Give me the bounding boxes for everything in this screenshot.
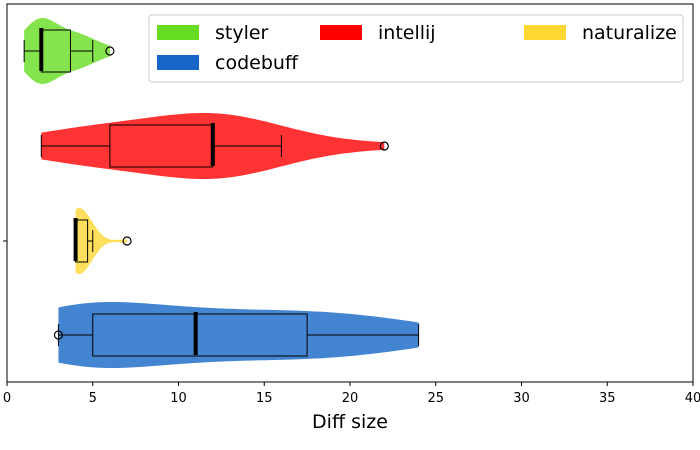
legend-swatch-codebuff [157, 55, 199, 70]
boxplot-layer [23, 28, 420, 357]
x-tick-label-15: 15 [256, 391, 273, 406]
outlier-naturalize-0 [122, 236, 132, 246]
mean-marker-naturalize [73, 218, 78, 222]
x-tick-label-30: 30 [513, 391, 530, 406]
x-tick-label-5: 5 [89, 391, 97, 406]
violin-codebuff [58, 302, 419, 368]
violin-naturalize [75, 208, 128, 274]
mean-marker-codebuff [193, 312, 198, 316]
legend: styler intellij naturalize codebuff [148, 14, 684, 83]
x-axis-label: Diff size [312, 411, 388, 433]
x-tick-label-40: 40 [685, 391, 700, 406]
mean-marker-styler [39, 28, 44, 32]
box-codebuff [92, 313, 308, 357]
legend-label-naturalize: naturalize [582, 22, 677, 44]
legend-label-codebuff: codebuff [215, 52, 299, 74]
violin-styler [24, 18, 110, 84]
x-tick-label-35: 35 [599, 391, 616, 406]
x-tick-label-10: 10 [170, 391, 187, 406]
x-tick-label-25: 25 [427, 391, 444, 406]
legend-swatch-intellij [320, 25, 362, 40]
legend-swatch-naturalize [524, 25, 566, 40]
outlier-styler-0 [105, 46, 115, 56]
mean-marker-intellij [210, 123, 215, 127]
legend-label-intellij: intellij [378, 22, 436, 44]
x-axis-ticks: 0 5 10 15 20 25 30 35 40 [3, 382, 700, 406]
x-tick-label-0: 0 [3, 391, 11, 406]
outlier-intellij-0 [379, 141, 389, 151]
legend-label-styler: styler [215, 22, 269, 44]
legend-swatch-styler [157, 25, 199, 40]
outlier-codebuff-0 [53, 330, 64, 340]
x-tick-label-20: 20 [342, 391, 359, 406]
